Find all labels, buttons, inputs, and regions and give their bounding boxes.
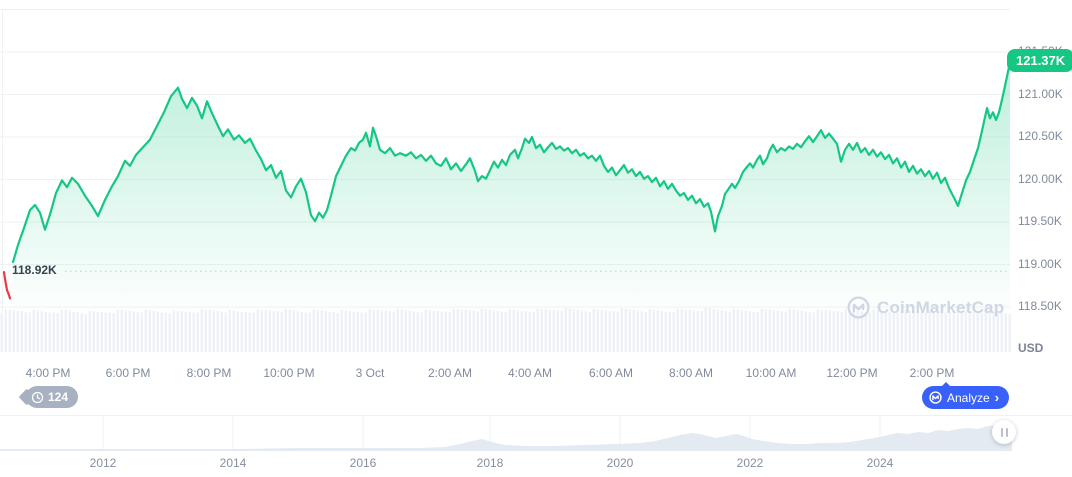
price-area-fill xyxy=(13,63,1010,310)
x-axis-label: 10:00 PM xyxy=(263,366,315,380)
analyze-button[interactable]: Analyze › xyxy=(922,382,1010,409)
analyze-label: Analyze xyxy=(947,390,990,405)
pre-open-price-segment xyxy=(2,271,12,300)
volume-bars xyxy=(0,308,1011,353)
x-axis-label: 10:00 AM xyxy=(745,366,797,380)
x-axis-label: 12:00 PM xyxy=(826,366,878,380)
y-axis-label: 120.00K xyxy=(1018,171,1063,186)
open-price-label: 118.92K xyxy=(12,263,57,277)
navigator-history-area xyxy=(0,422,1012,451)
price-line xyxy=(11,61,1012,264)
x-axis-label: 8:00 AM xyxy=(668,366,714,380)
range-navigator-canvas[interactable] xyxy=(0,415,1072,456)
coinmarketcap-logo-icon xyxy=(929,391,942,404)
history-count-value: 124 xyxy=(48,390,69,404)
price-chart-canvas[interactable] xyxy=(0,0,1072,415)
y-axis-label: 120.50K xyxy=(1018,129,1063,143)
x-axis-label: 4:00 AM xyxy=(507,366,553,380)
history-count-badge[interactable]: 124 xyxy=(26,386,79,408)
x-axis-label: 6:00 AM xyxy=(588,366,634,380)
navigator-year-label: 2014 xyxy=(219,456,247,470)
x-axis-label: 2:00 AM xyxy=(427,366,473,380)
y-axis-label: 121.00K xyxy=(1018,86,1063,101)
navigator-handle[interactable] xyxy=(992,420,1016,444)
x-axis-label: 3 Oct xyxy=(355,366,385,380)
y-axis-label: 119.00K xyxy=(1018,256,1062,271)
navigator-year-label: 2012 xyxy=(89,456,117,470)
navigator-year-label: 2020 xyxy=(606,456,634,470)
navigator-year-label: 2018 xyxy=(476,456,504,470)
history-clock-icon xyxy=(31,391,44,404)
navigator-year-label: 2024 xyxy=(866,456,894,470)
usd-unit-label: USD xyxy=(1018,341,1044,355)
x-axis-label: 8:00 PM xyxy=(186,366,232,380)
y-axis-label: 119.50K xyxy=(1018,214,1062,228)
current-price-badge: 121.37K xyxy=(1007,49,1072,72)
navigator-year-label: 2016 xyxy=(349,456,377,470)
y-axis-label: 118.50K xyxy=(1018,299,1062,313)
x-axis-label: 2:00 PM xyxy=(909,366,955,380)
x-axis-label: 4:00 PM xyxy=(25,366,71,380)
navigator-year-label: 2022 xyxy=(736,456,764,470)
x-axis-label: 6:00 PM xyxy=(105,366,151,380)
chevron-right-icon: › xyxy=(994,389,1000,405)
